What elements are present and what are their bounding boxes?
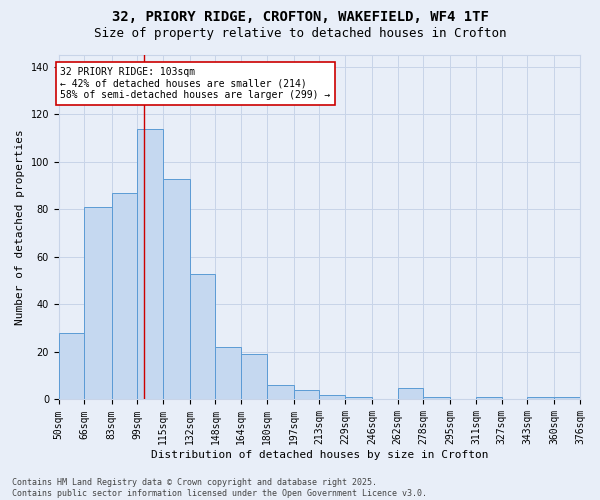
Bar: [398, 388, 424, 400]
Bar: [241, 354, 266, 400]
Text: 32, PRIORY RIDGE, CROFTON, WAKEFIELD, WF4 1TF: 32, PRIORY RIDGE, CROFTON, WAKEFIELD, WF…: [112, 10, 488, 24]
Bar: [112, 193, 137, 400]
Bar: [163, 178, 190, 400]
Bar: [85, 207, 112, 400]
Bar: [294, 390, 319, 400]
Bar: [59, 333, 85, 400]
Bar: [345, 397, 372, 400]
Bar: [319, 394, 345, 400]
Text: Size of property relative to detached houses in Crofton: Size of property relative to detached ho…: [94, 28, 506, 40]
Bar: [527, 397, 554, 400]
Bar: [266, 385, 294, 400]
Bar: [424, 397, 451, 400]
Text: 32 PRIORY RIDGE: 103sqm
← 42% of detached houses are smaller (214)
58% of semi-d: 32 PRIORY RIDGE: 103sqm ← 42% of detache…: [61, 67, 331, 100]
Bar: [215, 347, 241, 400]
Text: Contains HM Land Registry data © Crown copyright and database right 2025.
Contai: Contains HM Land Registry data © Crown c…: [12, 478, 427, 498]
Bar: [137, 128, 163, 400]
X-axis label: Distribution of detached houses by size in Crofton: Distribution of detached houses by size …: [151, 450, 488, 460]
Bar: [554, 397, 580, 400]
Y-axis label: Number of detached properties: Number of detached properties: [15, 130, 25, 325]
Bar: [476, 397, 502, 400]
Bar: [190, 274, 215, 400]
